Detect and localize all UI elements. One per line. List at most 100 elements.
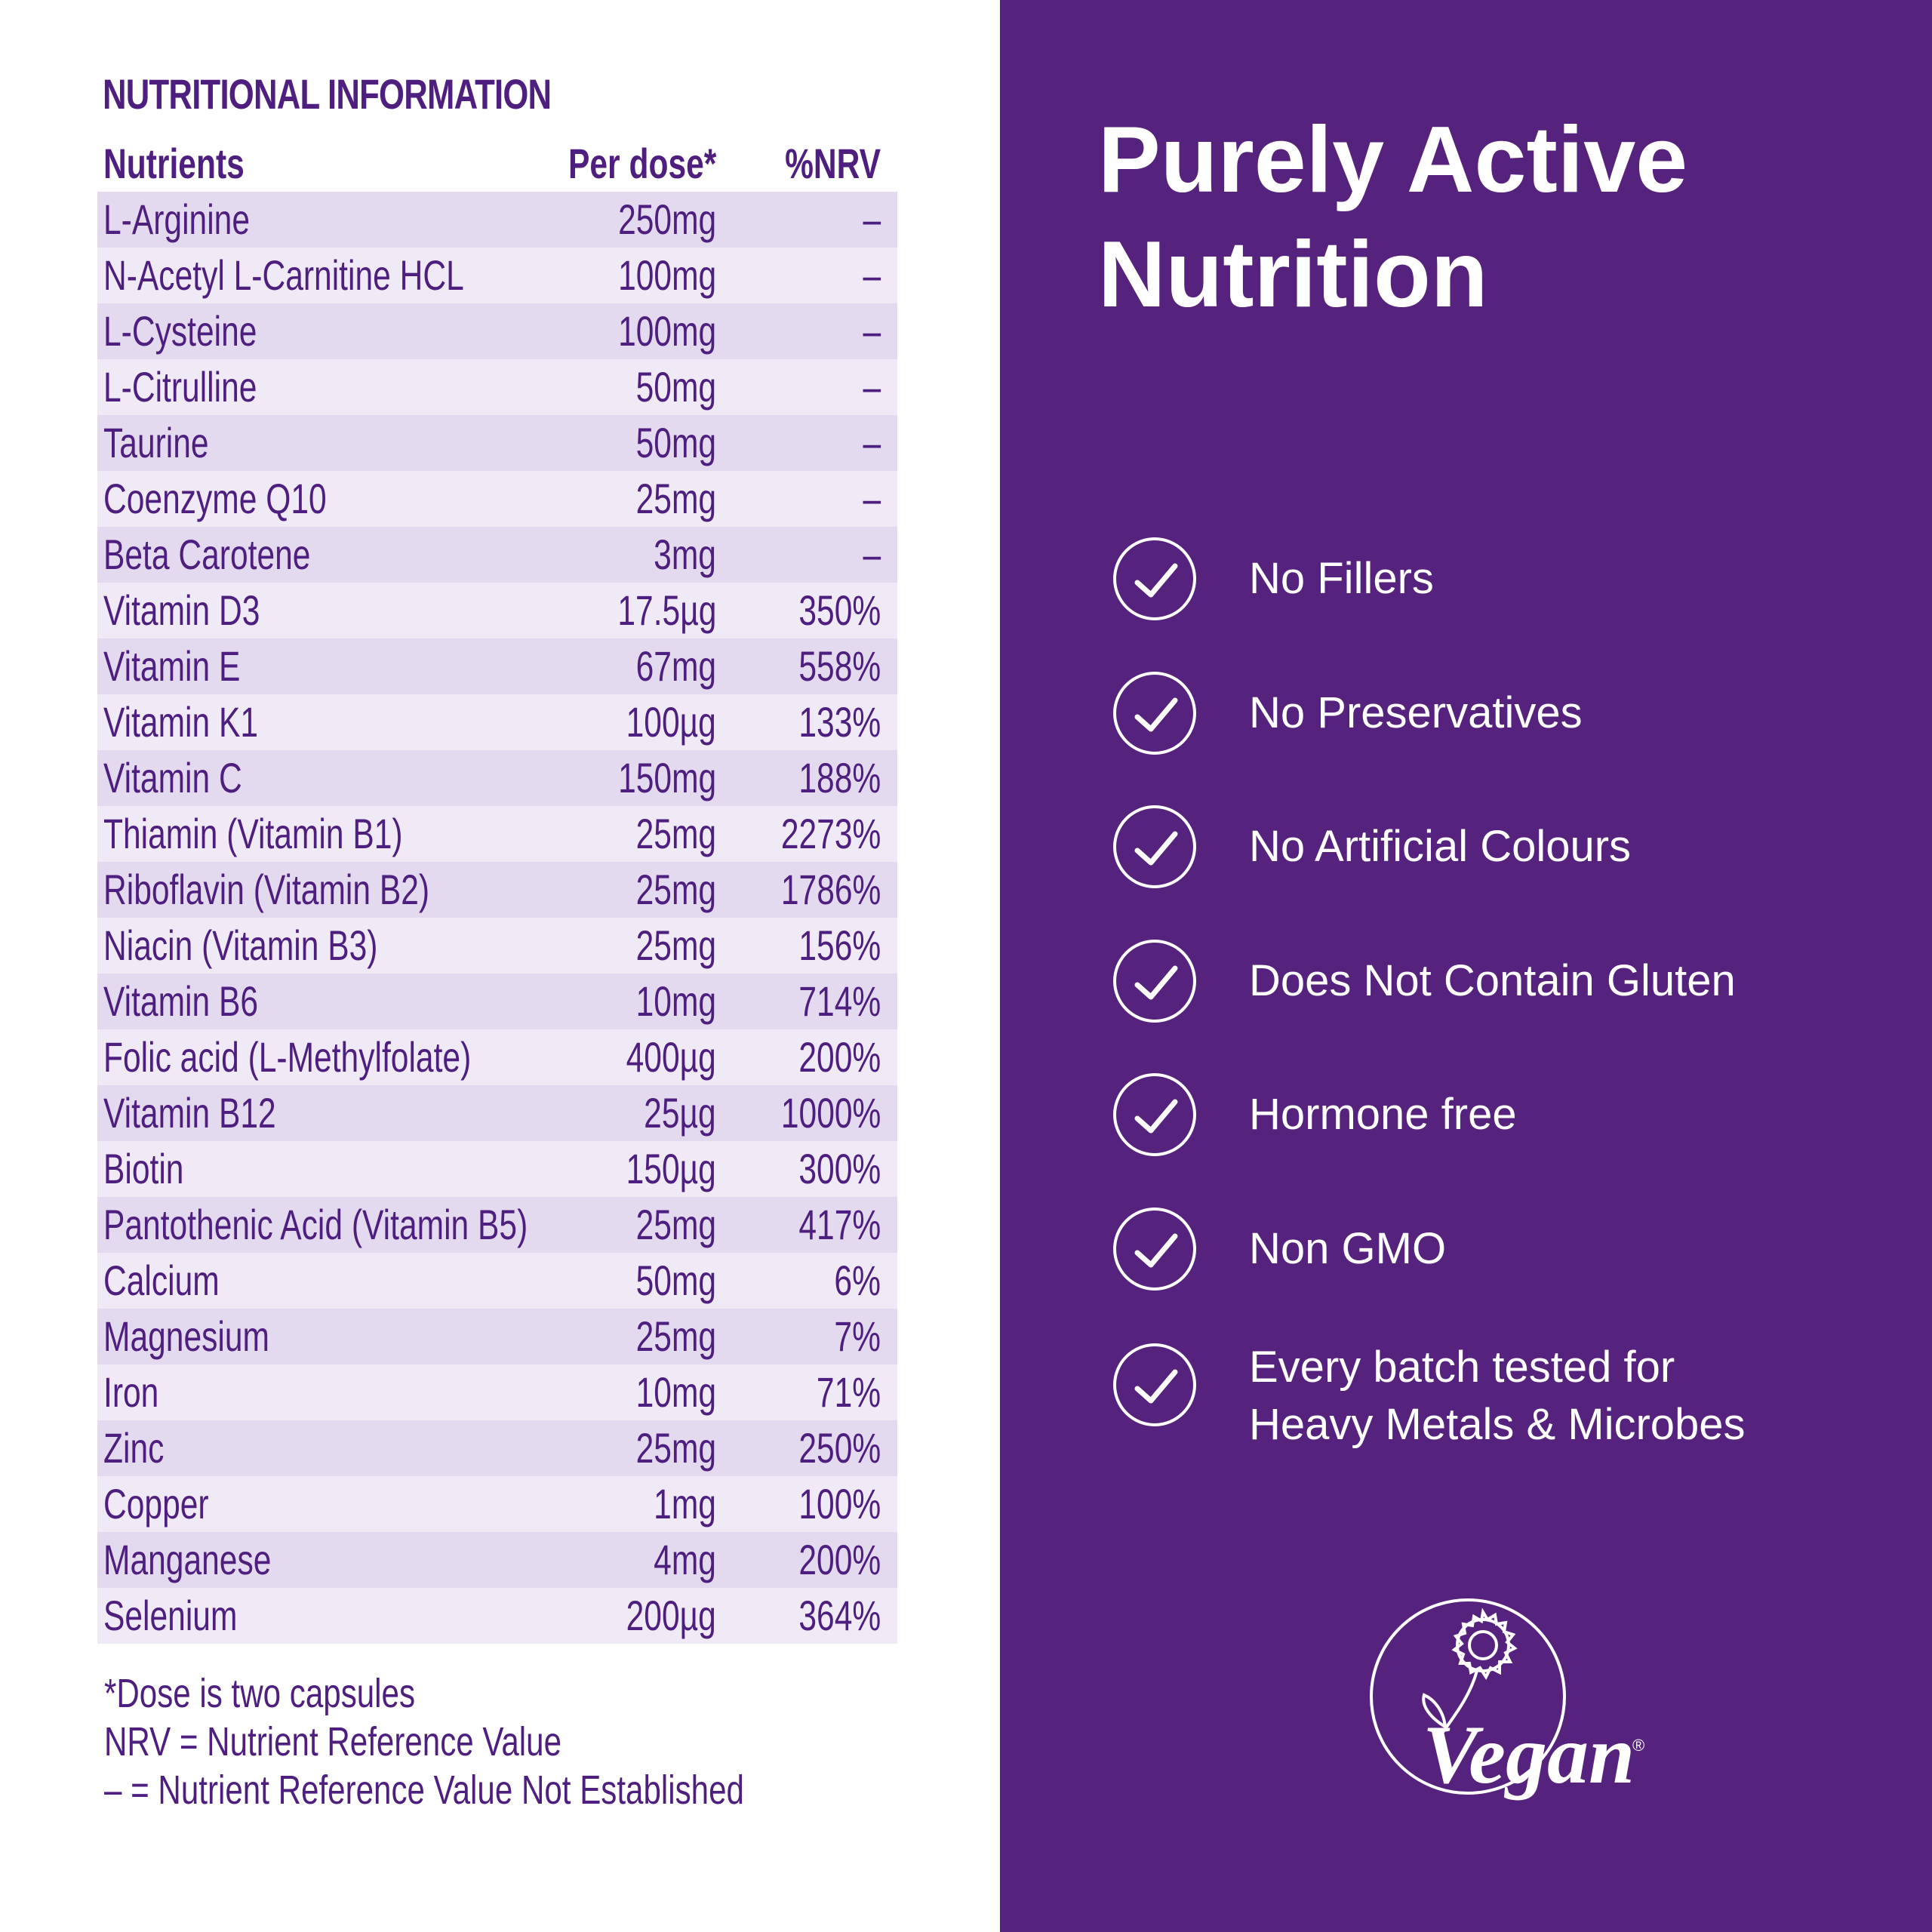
footnotes: *Dose is two capsules NRV = Nutrient Ref… [104, 1669, 924, 1814]
table-row: Taurine 50mg – [97, 415, 897, 471]
nrv-value: – [863, 419, 881, 466]
nutrient-name: Vitamin C [103, 754, 242, 801]
dose-value: 25mg [635, 1201, 716, 1248]
table-row: Calcium 50mg 6% [97, 1253, 897, 1309]
dose-value: 150mg [617, 754, 716, 801]
nutrient-name: Coenzyme Q10 [103, 475, 327, 522]
nutrient-name: Calcium [103, 1257, 220, 1304]
check-circle-icon [1113, 1208, 1196, 1291]
table-row: Vitamin E 67mg 558% [97, 638, 897, 694]
dose-value: 10mg [635, 977, 716, 1025]
nutrient-name: N-Acetyl L-Carnitine HCL [103, 251, 464, 299]
nutrient-name: L-Cysteine [103, 307, 257, 355]
dose-value: 100mg [617, 307, 716, 355]
table-row: Manganese 4mg 200% [97, 1532, 897, 1588]
nrv-value: 2273% [780, 810, 881, 857]
nutrient-name: Pantothenic Acid (Vitamin B5) [103, 1201, 528, 1248]
nutrition-table: Nutrients Per dose* %NRV L-Arginine 250mg… [97, 136, 897, 1644]
nutrient-name: L-Citrulline [103, 363, 257, 411]
dose-value: 50mg [635, 1257, 716, 1304]
feature-label: Non GMO [1249, 1224, 1447, 1273]
table-row: Vitamin B6 10mg 714% [97, 974, 897, 1029]
footnote-nrv-definition: NRV = Nutrient Reference Value [104, 1719, 561, 1764]
feature-label: No Preservatives [1249, 688, 1583, 737]
table-row: Thiamin (Vitamin B1) 25mg 2273% [97, 806, 897, 862]
table-row: Magnesium 25mg 7% [97, 1309, 897, 1364]
table-row: Beta Carotene 3mg – [97, 527, 897, 583]
nrv-value: 200% [798, 1033, 881, 1081]
nutrient-name: Vitamin B6 [103, 977, 259, 1025]
dose-value: 25mg [635, 475, 716, 522]
table-row: Vitamin C 150mg 188% [97, 750, 897, 806]
dose-value: 25mg [635, 1312, 716, 1360]
nutrient-name: Vitamin K1 [103, 698, 259, 746]
check-circle-icon [1113, 940, 1196, 1023]
vegan-logo: Vegan ® [1340, 1585, 1657, 1838]
feature-label: Every batch tested for Heavy Metals & Mi… [1249, 1343, 1746, 1449]
benefits-panel: Purely Active Nutrition No Fillers No Pre… [1000, 0, 1932, 1932]
nrv-value: – [863, 251, 881, 299]
table-row: Vitamin K1 100µg 133% [97, 694, 897, 750]
nutrient-name: L-Arginine [103, 195, 251, 243]
nutrition-panel: NUTRITIONAL INFORMATION Nutrients Per do… [97, 70, 924, 1814]
check-circle-icon [1113, 1343, 1196, 1426]
dose-value: 25mg [635, 1424, 716, 1472]
check-circle-icon [1113, 672, 1196, 755]
dose-value: 50mg [635, 363, 716, 411]
table-row: Vitamin D3 17.5µg 350% [97, 583, 897, 638]
title-line-1: Purely Active [1098, 108, 1688, 212]
nrv-value: 100% [798, 1480, 881, 1527]
table-row: Niacin (Vitamin B3) 25mg 156% [97, 918, 897, 974]
nrv-value: 417% [798, 1201, 881, 1248]
nrv-value: 200% [798, 1536, 881, 1583]
footnote-nrv-not-established: – = Nutrient Reference Value Not Establi… [104, 1767, 744, 1813]
table-row: Folic acid (L-Methylfolate) 400µg 200% [97, 1029, 897, 1085]
nrv-value: 133% [798, 698, 881, 746]
nrv-value: 250% [798, 1424, 881, 1472]
dose-value: 3mg [654, 531, 716, 578]
nutrient-name: Copper [103, 1480, 209, 1527]
nutrient-name: Zinc [103, 1424, 165, 1472]
check-circle-icon [1113, 1073, 1196, 1156]
nutrient-name: Vitamin D3 [103, 586, 260, 634]
nutrient-name: Biotin [103, 1145, 184, 1192]
table-row: N-Acetyl L-Carnitine HCL 100mg – [97, 248, 897, 303]
nutrient-name: Folic acid (L-Methylfolate) [103, 1033, 472, 1081]
nrv-value: 71% [816, 1368, 881, 1416]
nrv-value: – [863, 195, 881, 243]
nutrition-heading: NUTRITIONAL INFORMATION [103, 70, 552, 118]
vegan-logo-text: Vegan [1423, 1709, 1635, 1801]
feature-label: No Artificial Colours [1249, 822, 1632, 871]
nrv-value: – [863, 475, 881, 522]
dose-value: 100mg [617, 251, 716, 299]
nutrient-name: Vitamin B12 [103, 1089, 276, 1137]
check-circle-icon [1113, 537, 1196, 620]
check-circle-icon [1113, 805, 1196, 888]
nrv-value: 7% [834, 1312, 881, 1360]
table-header: Nutrients Per dose* %NRV [97, 136, 897, 192]
vegan-trademark-icon: Vegan ® [1370, 1598, 1644, 1801]
table-row: Selenium 200µg 364% [97, 1588, 897, 1644]
table-row: L-Arginine 250mg – [97, 192, 897, 248]
nutrient-name: Iron [103, 1368, 159, 1416]
nrv-value: 156% [798, 921, 881, 969]
nrv-value: 1000% [780, 1089, 881, 1137]
nrv-value: 714% [798, 977, 881, 1025]
nrv-value: 350% [798, 586, 881, 634]
nutrient-name: Manganese [103, 1536, 272, 1583]
nutrient-name: Selenium [103, 1592, 238, 1639]
nrv-value: – [863, 531, 881, 578]
table-body: L-Arginine 250mg – N-Acetyl L-Carnitine HCL… [97, 192, 897, 1644]
dose-value: 25µg [644, 1089, 716, 1137]
dose-value: 1mg [654, 1480, 716, 1527]
nutrient-name: Vitamin E [103, 642, 241, 690]
table-row: Iron 10mg 71% [97, 1364, 897, 1420]
table-row: Coenzyme Q10 25mg – [97, 471, 897, 527]
nrv-value: 1786% [780, 866, 881, 913]
nrv-value: – [863, 363, 881, 411]
dose-value: 4mg [654, 1536, 716, 1583]
feature-label: Hormone free [1249, 1090, 1517, 1139]
column-header-nutrients: Nutrients [103, 140, 245, 187]
table-row: Pantothenic Acid (Vitamin B5) 25mg 417% [97, 1197, 897, 1253]
feature-label: Does Not Contain Gluten [1249, 956, 1736, 1005]
